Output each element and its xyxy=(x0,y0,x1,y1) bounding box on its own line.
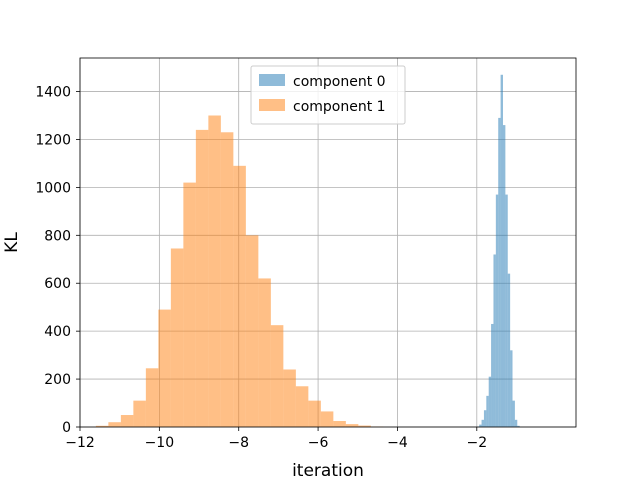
x-tick-label: −8 xyxy=(228,435,249,451)
bar-component-1 xyxy=(120,415,134,427)
bar-component-1 xyxy=(358,425,371,427)
bar-component-1 xyxy=(108,422,121,427)
y-tick-label: 1000 xyxy=(35,180,71,196)
y-tick-label: 200 xyxy=(44,372,71,388)
bar-component-1 xyxy=(308,400,321,427)
bar-component-1 xyxy=(320,411,334,427)
bar-component-1 xyxy=(220,132,234,427)
y-tick-label: 400 xyxy=(44,324,71,340)
legend-swatch-component-1 xyxy=(259,99,285,111)
bar-component-0 xyxy=(500,74,503,427)
bar-component-0 xyxy=(483,410,487,427)
bar-component-1 xyxy=(333,421,346,427)
bar-component-0 xyxy=(498,117,501,428)
bar-component-1 xyxy=(233,165,246,427)
legend-label-component-0: component 0 xyxy=(293,74,386,90)
bar-component-0 xyxy=(502,125,506,427)
legend-box xyxy=(250,65,406,125)
bar-component-0 xyxy=(507,273,511,427)
x-tick-label: −4 xyxy=(387,435,408,451)
bar-component-0 xyxy=(479,424,482,427)
x-axis-label: iteration xyxy=(292,461,364,480)
legend-swatch-component-0 xyxy=(259,74,285,86)
bar-component-0 xyxy=(493,254,496,427)
bar-component-0 xyxy=(481,419,484,427)
bar-component-0 xyxy=(517,425,520,427)
bar-component-0 xyxy=(495,194,499,427)
bar-component-1 xyxy=(345,424,359,427)
bar-component-1 xyxy=(158,309,171,427)
x-tick-label: −12 xyxy=(65,435,95,451)
y-tick-label: 1200 xyxy=(35,132,71,148)
bar-component-1 xyxy=(195,129,209,427)
bar-component-1 xyxy=(283,369,296,427)
plot-frame xyxy=(79,57,577,428)
x-tick-label: −6 xyxy=(308,435,329,451)
y-axis-label: KL xyxy=(2,232,22,253)
bar-component-0 xyxy=(486,395,489,427)
y-tick-label: 800 xyxy=(44,228,71,244)
legend-label-component-1: component 1 xyxy=(293,99,386,115)
bar-component-0 xyxy=(512,400,515,427)
bar-component-0 xyxy=(505,194,508,427)
bar-component-1 xyxy=(95,425,109,427)
x-tick-label: −10 xyxy=(145,435,175,451)
y-tick-label: 1400 xyxy=(35,85,71,101)
x-tick-label: −2 xyxy=(466,435,487,451)
bar-component-1 xyxy=(145,368,159,427)
histogram-bars xyxy=(95,74,520,428)
bar-component-1 xyxy=(170,248,184,427)
bar-component-1 xyxy=(270,325,284,427)
y-tick-label: 600 xyxy=(44,276,71,292)
bar-component-1 xyxy=(208,115,221,427)
bar-component-1 xyxy=(183,182,196,427)
legend: component 0 component 1 xyxy=(250,65,406,125)
bar-component-0 xyxy=(514,419,518,427)
bar-component-0 xyxy=(510,350,513,427)
bar-component-1 xyxy=(245,235,259,427)
bar-component-1 xyxy=(258,278,271,427)
axis-ticks: −12 −10 −8 −6 −4 −2 0 200 400 600 800 1000 1200 1400 xyxy=(35,85,487,451)
bar-component-0 xyxy=(491,323,494,427)
y-tick-label: 0 xyxy=(62,420,71,436)
bar-component-0 xyxy=(488,376,492,427)
bar-component-1 xyxy=(133,400,146,427)
bar-component-1 xyxy=(295,386,309,427)
